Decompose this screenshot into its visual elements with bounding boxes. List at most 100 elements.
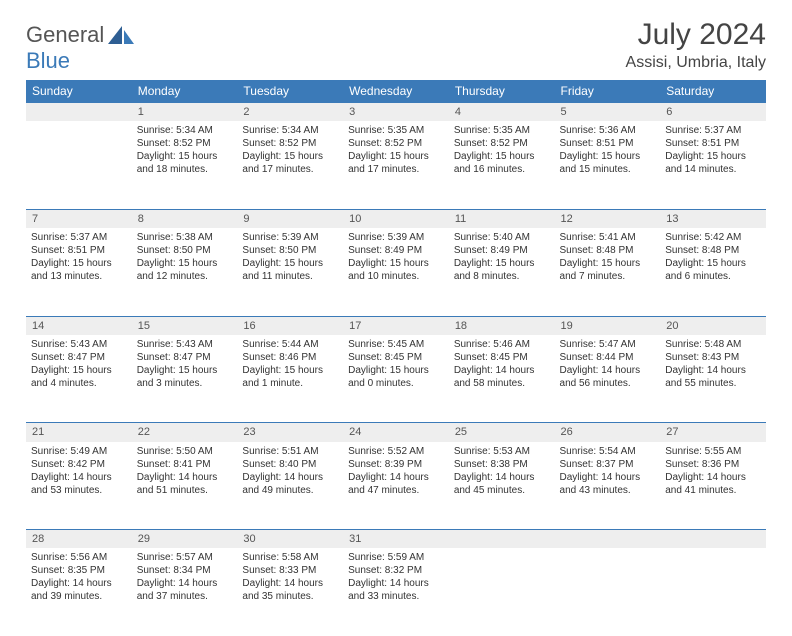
day-cell-text: Sunrise: 5:36 AMSunset: 8:51 PMDaylight:… bbox=[560, 124, 656, 176]
day-cell: Sunrise: 5:34 AMSunset: 8:52 PMDaylight:… bbox=[237, 121, 343, 209]
day-cell-text: Sunrise: 5:47 AMSunset: 8:44 PMDaylight:… bbox=[560, 338, 656, 390]
day-cell: Sunrise: 5:35 AMSunset: 8:52 PMDaylight:… bbox=[343, 121, 449, 209]
content-row: Sunrise: 5:49 AMSunset: 8:42 PMDaylight:… bbox=[26, 442, 766, 530]
day-cell: Sunrise: 5:40 AMSunset: 8:49 PMDaylight:… bbox=[449, 228, 555, 316]
day-cell-text: Sunrise: 5:45 AMSunset: 8:45 PMDaylight:… bbox=[348, 338, 444, 390]
day-cell-text: Sunrise: 5:57 AMSunset: 8:34 PMDaylight:… bbox=[137, 551, 233, 603]
day-cell-text: Sunrise: 5:41 AMSunset: 8:48 PMDaylight:… bbox=[560, 231, 656, 283]
day-cell: Sunrise: 5:48 AMSunset: 8:43 PMDaylight:… bbox=[660, 335, 766, 423]
day-cell: Sunrise: 5:43 AMSunset: 8:47 PMDaylight:… bbox=[26, 335, 132, 423]
header: General Blue July 2024 Assisi, Umbria, I… bbox=[26, 18, 766, 74]
day-cell-text: Sunrise: 5:52 AMSunset: 8:39 PMDaylight:… bbox=[348, 445, 444, 497]
day-cell: Sunrise: 5:56 AMSunset: 8:35 PMDaylight:… bbox=[26, 548, 132, 636]
day-cell-text: Sunrise: 5:35 AMSunset: 8:52 PMDaylight:… bbox=[454, 124, 550, 176]
daynum-cell: 17 bbox=[343, 316, 449, 335]
day-cell: Sunrise: 5:41 AMSunset: 8:48 PMDaylight:… bbox=[555, 228, 661, 316]
day-cell: Sunrise: 5:47 AMSunset: 8:44 PMDaylight:… bbox=[555, 335, 661, 423]
daynum-cell: 23 bbox=[237, 423, 343, 442]
day-cell-text: Sunrise: 5:53 AMSunset: 8:38 PMDaylight:… bbox=[454, 445, 550, 497]
day-cell-text: Sunrise: 5:37 AMSunset: 8:51 PMDaylight:… bbox=[31, 231, 127, 283]
logo-text-general: General bbox=[26, 22, 104, 47]
day-cell: Sunrise: 5:44 AMSunset: 8:46 PMDaylight:… bbox=[237, 335, 343, 423]
day-cell-text: Sunrise: 5:54 AMSunset: 8:37 PMDaylight:… bbox=[560, 445, 656, 497]
daynum-cell: 13 bbox=[660, 209, 766, 228]
daynum-cell bbox=[660, 530, 766, 549]
day-cell-text: Sunrise: 5:59 AMSunset: 8:32 PMDaylight:… bbox=[348, 551, 444, 603]
day-cell: Sunrise: 5:46 AMSunset: 8:45 PMDaylight:… bbox=[449, 335, 555, 423]
day-cell-text: Sunrise: 5:40 AMSunset: 8:49 PMDaylight:… bbox=[454, 231, 550, 283]
day-cell-text: Sunrise: 5:35 AMSunset: 8:52 PMDaylight:… bbox=[348, 124, 444, 176]
content-row: Sunrise: 5:43 AMSunset: 8:47 PMDaylight:… bbox=[26, 335, 766, 423]
day-cell: Sunrise: 5:34 AMSunset: 8:52 PMDaylight:… bbox=[132, 121, 238, 209]
day-cell: Sunrise: 5:43 AMSunset: 8:47 PMDaylight:… bbox=[132, 335, 238, 423]
daynum-cell: 15 bbox=[132, 316, 238, 335]
weekday-header-row: SundayMondayTuesdayWednesdayThursdayFrid… bbox=[26, 80, 766, 103]
day-cell-text: Sunrise: 5:43 AMSunset: 8:47 PMDaylight:… bbox=[137, 338, 233, 390]
daynum-cell bbox=[26, 103, 132, 122]
day-cell: Sunrise: 5:59 AMSunset: 8:32 PMDaylight:… bbox=[343, 548, 449, 636]
daynum-cell: 29 bbox=[132, 530, 238, 549]
day-cell: Sunrise: 5:54 AMSunset: 8:37 PMDaylight:… bbox=[555, 442, 661, 530]
day-cell-text: Sunrise: 5:39 AMSunset: 8:50 PMDaylight:… bbox=[242, 231, 338, 283]
daynum-cell: 19 bbox=[555, 316, 661, 335]
daynum-row: 123456 bbox=[26, 103, 766, 122]
day-cell-text: Sunrise: 5:46 AMSunset: 8:45 PMDaylight:… bbox=[454, 338, 550, 390]
daynum-cell: 6 bbox=[660, 103, 766, 122]
day-cell-text: Sunrise: 5:50 AMSunset: 8:41 PMDaylight:… bbox=[137, 445, 233, 497]
day-cell: Sunrise: 5:35 AMSunset: 8:52 PMDaylight:… bbox=[449, 121, 555, 209]
day-cell: Sunrise: 5:36 AMSunset: 8:51 PMDaylight:… bbox=[555, 121, 661, 209]
daynum-row: 14151617181920 bbox=[26, 316, 766, 335]
day-cell bbox=[660, 548, 766, 636]
day-cell-text: Sunrise: 5:43 AMSunset: 8:47 PMDaylight:… bbox=[31, 338, 127, 390]
daynum-cell: 8 bbox=[132, 209, 238, 228]
location-text: Assisi, Umbria, Italy bbox=[626, 54, 766, 72]
daynum-cell: 20 bbox=[660, 316, 766, 335]
day-cell bbox=[449, 548, 555, 636]
day-cell-text: Sunrise: 5:37 AMSunset: 8:51 PMDaylight:… bbox=[665, 124, 761, 176]
daynum-cell: 11 bbox=[449, 209, 555, 228]
day-cell: Sunrise: 5:51 AMSunset: 8:40 PMDaylight:… bbox=[237, 442, 343, 530]
day-cell bbox=[555, 548, 661, 636]
day-cell: Sunrise: 5:49 AMSunset: 8:42 PMDaylight:… bbox=[26, 442, 132, 530]
weekday-header: Tuesday bbox=[237, 80, 343, 103]
day-cell-text: Sunrise: 5:34 AMSunset: 8:52 PMDaylight:… bbox=[242, 124, 338, 176]
day-cell: Sunrise: 5:39 AMSunset: 8:49 PMDaylight:… bbox=[343, 228, 449, 316]
title-block: July 2024 Assisi, Umbria, Italy bbox=[626, 18, 766, 72]
daynum-row: 78910111213 bbox=[26, 209, 766, 228]
content-row: Sunrise: 5:34 AMSunset: 8:52 PMDaylight:… bbox=[26, 121, 766, 209]
day-cell: Sunrise: 5:53 AMSunset: 8:38 PMDaylight:… bbox=[449, 442, 555, 530]
weekday-header: Monday bbox=[132, 80, 238, 103]
daynum-cell: 21 bbox=[26, 423, 132, 442]
day-cell: Sunrise: 5:37 AMSunset: 8:51 PMDaylight:… bbox=[26, 228, 132, 316]
weekday-header: Friday bbox=[555, 80, 661, 103]
day-cell: Sunrise: 5:50 AMSunset: 8:41 PMDaylight:… bbox=[132, 442, 238, 530]
daynum-cell: 12 bbox=[555, 209, 661, 228]
day-cell: Sunrise: 5:52 AMSunset: 8:39 PMDaylight:… bbox=[343, 442, 449, 530]
daynum-cell: 30 bbox=[237, 530, 343, 549]
daynum-cell: 1 bbox=[132, 103, 238, 122]
daynum-cell: 24 bbox=[343, 423, 449, 442]
daynum-cell: 5 bbox=[555, 103, 661, 122]
calendar-table: SundayMondayTuesdayWednesdayThursdayFrid… bbox=[26, 80, 766, 636]
content-row: Sunrise: 5:37 AMSunset: 8:51 PMDaylight:… bbox=[26, 228, 766, 316]
logo-text-blue: Blue bbox=[26, 48, 70, 73]
day-cell: Sunrise: 5:38 AMSunset: 8:50 PMDaylight:… bbox=[132, 228, 238, 316]
day-cell-text: Sunrise: 5:56 AMSunset: 8:35 PMDaylight:… bbox=[31, 551, 127, 603]
daynum-cell: 31 bbox=[343, 530, 449, 549]
day-cell: Sunrise: 5:45 AMSunset: 8:45 PMDaylight:… bbox=[343, 335, 449, 423]
daynum-cell bbox=[449, 530, 555, 549]
daynum-row: 28293031 bbox=[26, 530, 766, 549]
day-cell: Sunrise: 5:55 AMSunset: 8:36 PMDaylight:… bbox=[660, 442, 766, 530]
weekday-header: Saturday bbox=[660, 80, 766, 103]
daynum-cell: 7 bbox=[26, 209, 132, 228]
logo-sail-icon bbox=[108, 26, 134, 53]
weekday-header: Sunday bbox=[26, 80, 132, 103]
logo: General Blue bbox=[26, 22, 134, 74]
daynum-cell: 9 bbox=[237, 209, 343, 228]
day-cell-text: Sunrise: 5:38 AMSunset: 8:50 PMDaylight:… bbox=[137, 231, 233, 283]
day-cell: Sunrise: 5:39 AMSunset: 8:50 PMDaylight:… bbox=[237, 228, 343, 316]
daynum-cell: 25 bbox=[449, 423, 555, 442]
day-cell-text: Sunrise: 5:49 AMSunset: 8:42 PMDaylight:… bbox=[31, 445, 127, 497]
day-cell-text: Sunrise: 5:42 AMSunset: 8:48 PMDaylight:… bbox=[665, 231, 761, 283]
day-cell: Sunrise: 5:57 AMSunset: 8:34 PMDaylight:… bbox=[132, 548, 238, 636]
